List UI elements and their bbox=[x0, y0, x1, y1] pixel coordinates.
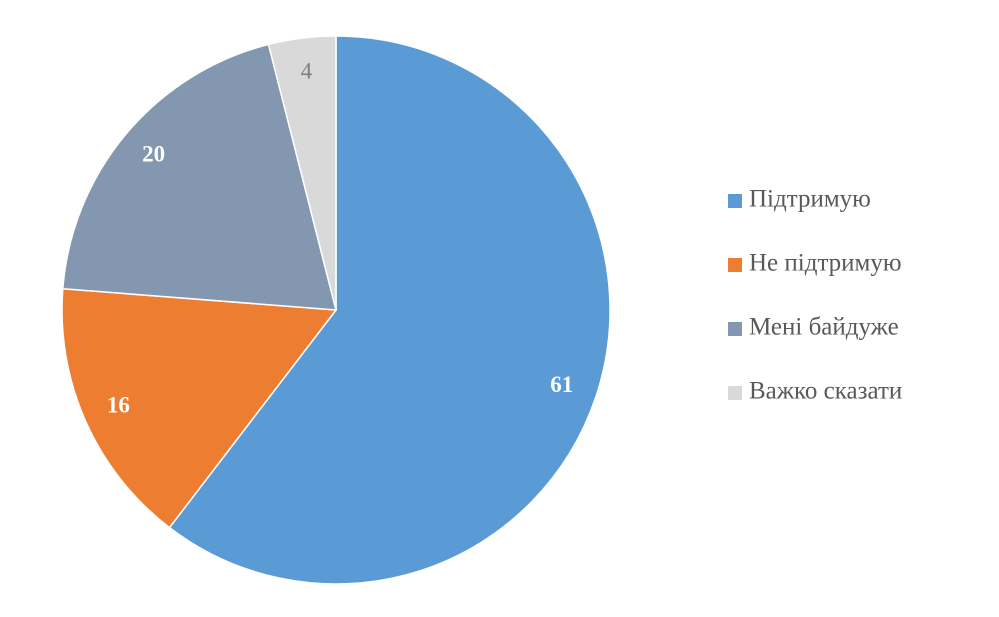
pie-slice bbox=[62, 43, 337, 311]
pie-slice bbox=[61, 287, 338, 529]
legend-label: Підтримую bbox=[749, 186, 871, 213]
value-label: 20 bbox=[142, 142, 165, 167]
legend-swatch bbox=[728, 194, 742, 208]
legend-label: Важко сказати bbox=[749, 378, 902, 405]
legend-swatch bbox=[728, 258, 742, 272]
legend-swatch bbox=[728, 322, 742, 336]
legend-label: Мені байдуже bbox=[749, 314, 899, 341]
pie-slice bbox=[168, 35, 611, 585]
pie-slice bbox=[267, 35, 337, 311]
value-label: 16 bbox=[107, 392, 130, 417]
value-label: 61 bbox=[550, 372, 573, 397]
legend-label: Не підтримую bbox=[749, 250, 902, 277]
value-label: 4 bbox=[301, 59, 313, 84]
legend-swatch bbox=[728, 386, 742, 400]
